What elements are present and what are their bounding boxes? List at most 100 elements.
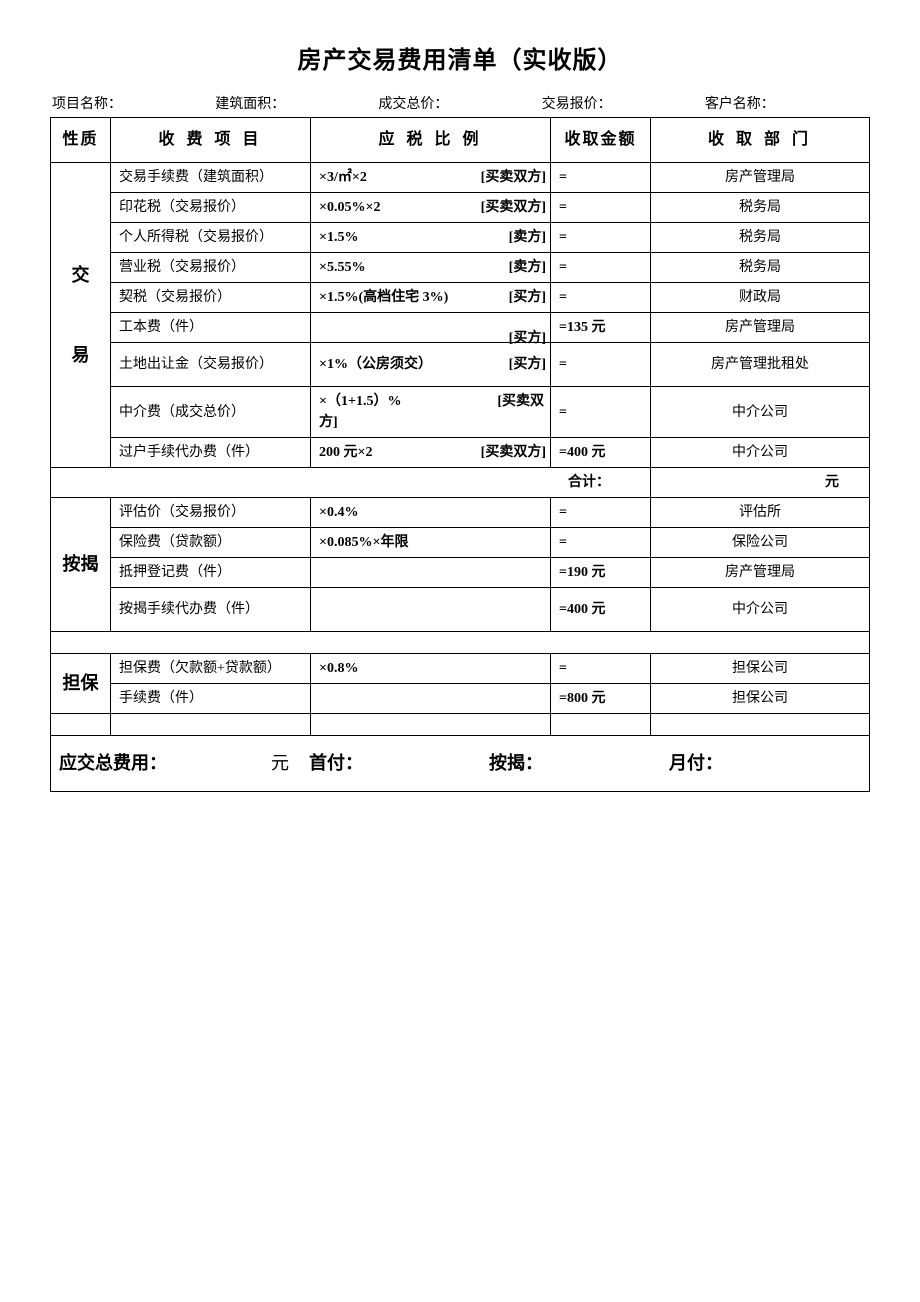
subtotal-label: 合计： — [51, 468, 651, 498]
cell-item: 契税（交易报价） — [111, 283, 311, 313]
cell-item: 手续费（件） — [111, 684, 311, 714]
footer-mort-label: 按揭： — [489, 750, 543, 777]
spacer-cell — [51, 632, 870, 654]
table-row: 土地出让金（交易报价）×1%（公房须交）[买方]=房产管理批租处 — [51, 343, 870, 387]
spacer-cell — [311, 714, 551, 736]
cell-rate: ×3/㎡×2[买卖双方] — [311, 163, 551, 193]
header-nature: 性质 — [51, 118, 111, 163]
cell-amount: =400 元 — [551, 588, 651, 632]
table-body: 交易交易手续费（建筑面积）×3/㎡×2[买卖双方]=房产管理局印花税（交易报价）… — [51, 163, 870, 792]
info-row: 项目名称： 建筑面积： 成交总价： 交易报价： 客户名称： — [50, 93, 870, 113]
cell-amount: =800 元 — [551, 684, 651, 714]
table-row: 契税（交易报价）×1.5%(高档住宅 3%)[买方]=财政局 — [51, 283, 870, 313]
subtotal-row: 合计：元 — [51, 468, 870, 498]
table-row: 工本费（件）[买方]=135 元房产管理局 — [51, 313, 870, 343]
spacer-row — [51, 714, 870, 736]
subtotal-unit: 元 — [651, 468, 870, 498]
cell-amount: = — [551, 163, 651, 193]
table-row: 过户手续代办费（件）200 元×2[买卖双方]=400 元中介公司 — [51, 438, 870, 468]
cell-dept: 担保公司 — [651, 654, 870, 684]
cell-dept: 税务局 — [651, 193, 870, 223]
cell-rate — [311, 588, 551, 632]
cell-rate: 200 元×2[买卖双方] — [311, 438, 551, 468]
cell-amount: = — [551, 387, 651, 438]
footer-cell: 应交总费用： 元 首付： 按揭： 月付： — [51, 736, 870, 792]
cell-dept: 房产管理局 — [651, 313, 870, 343]
table-row: 按揭手续代办费（件） =400 元中介公司 — [51, 588, 870, 632]
cell-rate: ×5.55%[卖方] — [311, 253, 551, 283]
spacer-cell — [651, 714, 870, 736]
cell-rate: ×0.085%×年限 — [311, 528, 551, 558]
cell-item: 抵押登记费（件） — [111, 558, 311, 588]
table-row: 保险费（贷款额）×0.085%×年限=保险公司 — [51, 528, 870, 558]
cell-item: 按揭手续代办费（件） — [111, 588, 311, 632]
header-item: 收 费 项 目 — [111, 118, 311, 163]
cell-dept: 评估所 — [651, 498, 870, 528]
cell-dept: 中介公司 — [651, 438, 870, 468]
cell-item: 印花税（交易报价） — [111, 193, 311, 223]
table-row: 手续费（件） =800 元担保公司 — [51, 684, 870, 714]
info-quote-price: 交易报价： — [542, 93, 705, 113]
spacer-cell — [51, 714, 111, 736]
info-area: 建筑面积： — [215, 93, 378, 113]
spacer-row — [51, 632, 870, 654]
cell-item: 个人所得税（交易报价） — [111, 223, 311, 253]
document-title: 房产交易费用清单（实收版） — [50, 40, 870, 75]
spacer-cell — [111, 714, 311, 736]
cell-dept: 税务局 — [651, 223, 870, 253]
table-row: 个人所得税（交易报价）×1.5%[卖方]=税务局 — [51, 223, 870, 253]
cell-dept: 财政局 — [651, 283, 870, 313]
cell-amount: = — [551, 283, 651, 313]
cell-rate: ×1.5%[卖方] — [311, 223, 551, 253]
cell-item: 保险费（贷款额） — [111, 528, 311, 558]
cell-item: 评估价（交易报价） — [111, 498, 311, 528]
cell-rate: ×1.5%(高档住宅 3%)[买方] — [311, 283, 551, 313]
cell-item: 过户手续代办费（件） — [111, 438, 311, 468]
cell-item: 交易手续费（建筑面积） — [111, 163, 311, 193]
table-row: 按揭评估价（交易报价）×0.4%=评估所 — [51, 498, 870, 528]
cell-rate — [311, 558, 551, 588]
table-row: 抵押登记费（件）=190 元房产管理局 — [51, 558, 870, 588]
cell-item: 工本费（件） — [111, 313, 311, 343]
cell-amount: = — [551, 654, 651, 684]
cell-rate: ×0.8% — [311, 654, 551, 684]
footer-total-label: 应交总费用： — [59, 750, 167, 777]
cell-dept: 房产管理局 — [651, 163, 870, 193]
cell-dept: 中介公司 — [651, 588, 870, 632]
cell-rate: [买方] — [311, 313, 551, 343]
section-label: 按揭 — [51, 498, 111, 632]
cell-rate: ×1%（公房须交）[买方] — [311, 343, 551, 387]
cell-amount: = — [551, 498, 651, 528]
cell-item: 中介费（成交总价） — [111, 387, 311, 438]
cell-item: 土地出让金（交易报价） — [111, 343, 311, 387]
cell-item: 担保费（欠款额+贷款额） — [111, 654, 311, 684]
table-row: 交易交易手续费（建筑面积）×3/㎡×2[买卖双方]=房产管理局 — [51, 163, 870, 193]
cell-dept: 担保公司 — [651, 684, 870, 714]
cell-rate: ×0.05%×2[买卖双方] — [311, 193, 551, 223]
table-row: 印花税（交易报价）×0.05%×2[买卖双方]=税务局 — [51, 193, 870, 223]
info-customer: 客户名称： — [705, 93, 868, 113]
header-dept: 收 取 部 门 — [651, 118, 870, 163]
cell-rate — [311, 684, 551, 714]
cell-amount: = — [551, 253, 651, 283]
info-project: 项目名称： — [52, 93, 215, 113]
cell-dept: 保险公司 — [651, 528, 870, 558]
cell-dept: 中介公司 — [651, 387, 870, 438]
cell-amount: =135 元 — [551, 313, 651, 343]
footer-down-label: 首付： — [309, 750, 363, 777]
header-row: 性质 收 费 项 目 应 税 比 例 收取金额 收 取 部 门 — [51, 118, 870, 163]
cell-amount: = — [551, 528, 651, 558]
cell-item: 营业税（交易报价） — [111, 253, 311, 283]
table-row: 担保担保费（欠款额+贷款额）×0.8%=担保公司 — [51, 654, 870, 684]
cell-amount: = — [551, 343, 651, 387]
footer-total-unit: 元 — [271, 750, 289, 777]
fee-table: 性质 收 费 项 目 应 税 比 例 收取金额 收 取 部 门 交易交易手续费（… — [50, 117, 870, 792]
header-amount: 收取金额 — [551, 118, 651, 163]
cell-amount: =190 元 — [551, 558, 651, 588]
footer-month-label: 月付： — [669, 750, 723, 777]
table-row: 营业税（交易报价）×5.55%[卖方]=税务局 — [51, 253, 870, 283]
cell-dept: 房产管理批租处 — [651, 343, 870, 387]
cell-dept: 税务局 — [651, 253, 870, 283]
table-row: 中介费（成交总价）×（1+1.5）%[买卖双方]=中介公司 — [51, 387, 870, 438]
info-deal-price: 成交总价： — [378, 93, 541, 113]
